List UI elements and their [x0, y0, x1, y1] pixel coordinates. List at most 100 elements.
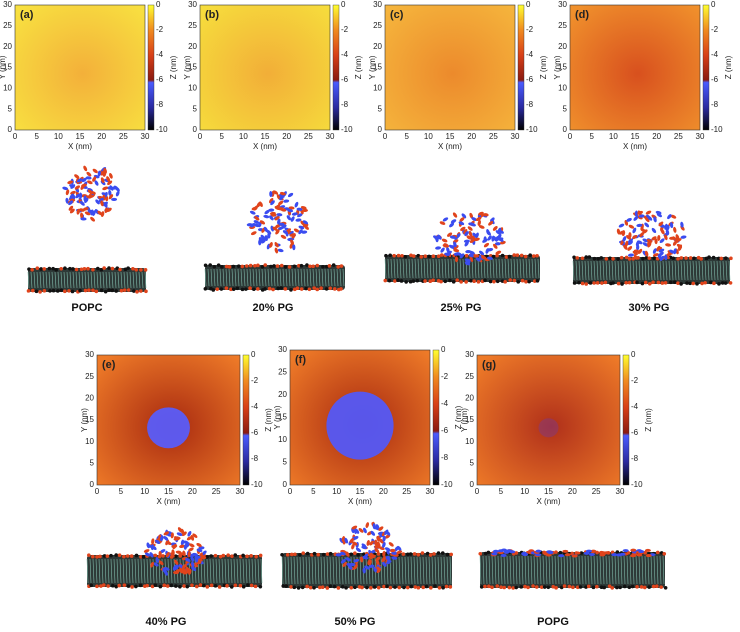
- peptide-segment: [76, 208, 80, 215]
- binding-patch: [326, 391, 394, 460]
- peptide-segment: [642, 238, 649, 243]
- head-group: [535, 253, 539, 258]
- lipid-tail: [704, 260, 707, 281]
- peptide-segment: [80, 212, 84, 219]
- colorbar-tick-label: -6: [526, 75, 534, 84]
- peptide-segment: [67, 180, 74, 185]
- peptide-segment: [101, 192, 108, 196]
- y-tick-label: 30: [3, 0, 12, 9]
- peptide-segment: [665, 252, 672, 257]
- head-group: [87, 288, 91, 292]
- lipid-tail: [264, 268, 267, 287]
- lipid-tail: [63, 271, 66, 289]
- head-group: [383, 278, 388, 283]
- head-group: [39, 267, 43, 271]
- peptide-segment: [452, 212, 458, 218]
- peptide-segment: [635, 240, 640, 247]
- lipid-tail: [245, 558, 248, 584]
- head-group: [292, 264, 297, 269]
- peptide-segment: [75, 193, 81, 199]
- head-group: [717, 282, 721, 286]
- peptide-segment: [264, 235, 268, 242]
- peptide-segment: [302, 223, 309, 228]
- head-group: [491, 254, 496, 259]
- peptide-segment: [276, 213, 283, 217]
- x-axis-title: X (nm): [68, 142, 92, 151]
- peptide-segment: [162, 567, 167, 574]
- lipid-tail: [416, 556, 419, 585]
- colorbar-tick-label: 0: [156, 0, 161, 9]
- peptide-segment: [187, 530, 192, 537]
- head-group: [579, 551, 584, 555]
- lipid-tail: [33, 271, 36, 289]
- head-group: [644, 256, 649, 260]
- peptide-segment: [634, 210, 638, 217]
- x-tick-label: 5: [219, 132, 224, 141]
- head-group: [411, 279, 416, 283]
- peptide-segment: [182, 567, 186, 574]
- lipid-tail: [167, 558, 170, 584]
- colorbar-tick-label: -4: [251, 402, 259, 411]
- peptide-segment: [463, 228, 468, 235]
- lipid-tail: [722, 260, 725, 281]
- lipid-tail: [531, 258, 534, 279]
- head-group: [600, 281, 604, 285]
- peptide-segment: [611, 553, 618, 557]
- binding-patch: [538, 418, 559, 438]
- lipid-tail: [566, 555, 569, 585]
- head-group: [421, 585, 426, 590]
- head-group: [647, 585, 652, 589]
- lipid-tail: [290, 556, 293, 585]
- head-group: [408, 552, 413, 556]
- peptide-segment: [62, 186, 69, 191]
- head-group: [320, 585, 325, 590]
- peptide-segment: [344, 537, 349, 544]
- colorbar-tick-label: -4: [156, 50, 164, 59]
- head-group: [30, 267, 34, 272]
- head-group: [663, 280, 668, 285]
- colorbar-title: Z (nm): [724, 55, 733, 79]
- peptide-segment: [654, 238, 658, 245]
- head-group: [279, 286, 284, 290]
- head-group: [672, 280, 677, 284]
- peptide-segment: [632, 234, 638, 240]
- peptide-segment: [446, 232, 453, 237]
- head-group: [289, 585, 293, 589]
- colorbar-title: Z (nm): [644, 408, 653, 432]
- panel-label: (c): [390, 9, 404, 21]
- lipid-tail: [725, 260, 728, 281]
- head-group: [295, 286, 300, 291]
- x-axis-title: X (nm): [348, 497, 372, 506]
- head-group: [427, 254, 431, 259]
- head-group: [691, 281, 696, 286]
- lipid-tail: [504, 258, 507, 279]
- head-group: [443, 279, 448, 284]
- lipid-tail: [335, 556, 338, 585]
- head-group: [246, 583, 250, 587]
- lipid-tail: [632, 555, 635, 585]
- head-group: [145, 583, 150, 588]
- y-tick-label: 30: [85, 350, 94, 359]
- peptide-segment: [155, 557, 159, 563]
- head-group: [640, 281, 645, 286]
- head-group: [263, 287, 267, 291]
- peptide-segment: [375, 524, 380, 530]
- peptide-segment: [616, 228, 621, 235]
- peptide-segment: [115, 190, 120, 197]
- lipid-tail: [537, 258, 540, 279]
- lipid-tail: [698, 260, 701, 281]
- x-tick-label: 0: [475, 487, 480, 496]
- head-group: [284, 584, 289, 588]
- head-group: [449, 552, 454, 557]
- head-group: [523, 584, 527, 589]
- head-group: [719, 256, 724, 261]
- peptide-segment: [76, 178, 83, 183]
- lipid-tail: [119, 558, 122, 584]
- head-group: [712, 281, 716, 286]
- peptide-segment: [468, 230, 473, 237]
- peptide-segment: [376, 535, 380, 542]
- lipid-tail: [584, 260, 587, 281]
- lipid-tail: [134, 558, 137, 584]
- peptide-segment: [269, 191, 273, 198]
- lipid-tail: [581, 555, 584, 585]
